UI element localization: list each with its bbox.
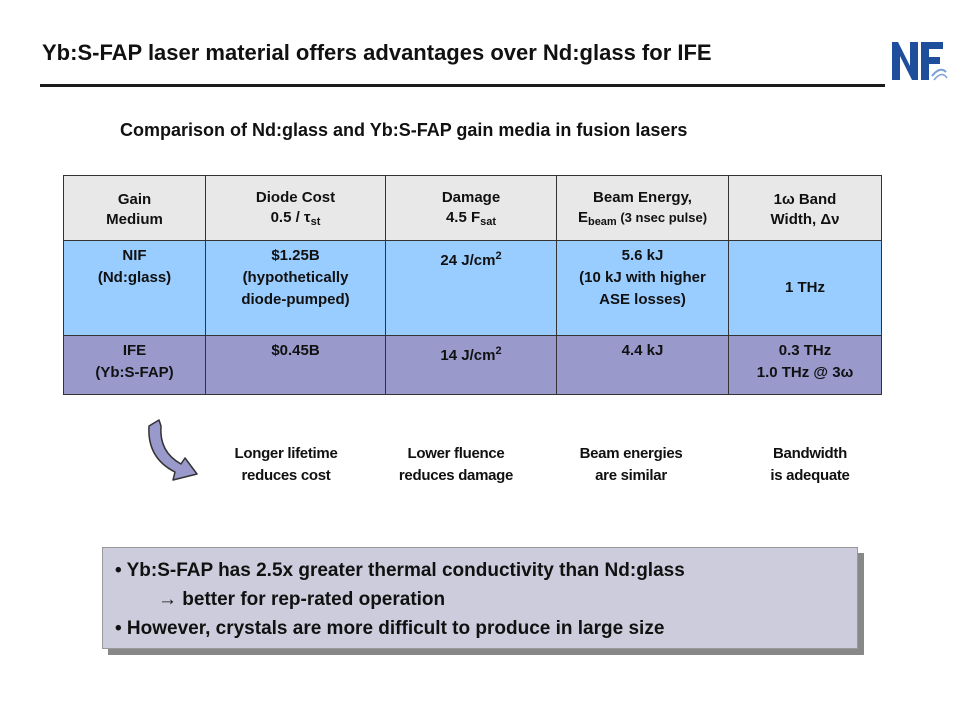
cell-damage: 24 J/cm2 <box>385 240 557 336</box>
header-text: Ebeam (3 nsec pulse) <box>561 208 724 232</box>
superscript: 2 <box>495 345 502 357</box>
cell-bandwidth: 1 THz <box>728 240 882 336</box>
header-text: 0.5 / τst <box>210 208 381 232</box>
cell-text: (Yb:S-FAP) <box>95 364 174 381</box>
cell-text: IFE <box>122 342 147 359</box>
slide-title: Yb:S-FAP laser material offers advantage… <box>42 40 712 65</box>
note-damage: Lower fluence reduces damage <box>380 443 532 487</box>
cell-text: 1 THz <box>784 279 825 296</box>
cell-medium: IFE (Yb:S-FAP) <box>63 335 206 395</box>
superscript: 2 <box>495 250 502 262</box>
note-text: reduces damage <box>398 467 514 484</box>
note-bandwidth: Bandwidth is adequate <box>748 443 872 487</box>
note-text: reduces cost <box>241 467 331 484</box>
subscript: sat <box>480 215 497 228</box>
note-text: Lower fluence <box>407 445 505 462</box>
header-gain-medium: Gain Medium <box>63 175 206 241</box>
cell-text: diode-pumped) <box>241 291 350 308</box>
bullet-item: • Yb:S-FAP has 2.5x greater thermal cond… <box>115 560 685 581</box>
header-damage: Damage 4.5 Fsat <box>385 175 557 241</box>
cell-text: (hypothetically <box>242 269 349 286</box>
cell-text: 5.6 kJ <box>621 247 664 264</box>
header-bandwidth: 1ω Band Width, Δν <box>728 175 882 241</box>
table-row-nif: NIF (Nd:glass) $1.25B (hypothetically di… <box>63 240 882 336</box>
note-text: Bandwidth <box>773 445 847 462</box>
header-text: Diode Cost <box>255 188 336 206</box>
cell-energy: 5.6 kJ (10 kJ with higher ASE losses) <box>556 240 729 336</box>
cell-damage: 14 J/cm2 <box>385 335 557 395</box>
title-rule <box>40 84 885 87</box>
header-text: Medium <box>106 210 163 228</box>
note-cost: Longer lifetime reduces cost <box>218 443 354 487</box>
bullet-subitem: → better for rep-rated operation <box>158 589 446 610</box>
cell-text: 1.0 THz @ 3ω <box>756 364 854 381</box>
header-text: (3 nsec pulse) <box>616 209 708 225</box>
header-text: Width, Δν <box>770 210 840 228</box>
subscript: beam <box>587 215 617 228</box>
cell-text: 0.3 THz <box>778 342 832 359</box>
cell-cost: $1.25B (hypothetically diode-pumped) <box>205 240 386 336</box>
cell-text: 14 J/cm <box>440 347 496 364</box>
header-text: Beam Energy, <box>593 188 692 206</box>
curved-arrow-icon <box>148 419 198 481</box>
header-diode-cost: Diode Cost 0.5 / τst <box>205 175 386 241</box>
subscript: st <box>310 215 321 228</box>
header-beam-energy: Beam Energy, Ebeam (3 nsec pulse) <box>556 175 729 241</box>
cell-text: 4.4 kJ <box>621 342 664 359</box>
cell-cost: $0.45B <box>205 335 386 395</box>
header-text: Damage <box>441 188 501 206</box>
note-energy: Beam energies are similar <box>558 443 704 487</box>
note-text: Beam energies <box>579 445 683 462</box>
header-text: 0.5 / τ <box>270 208 311 226</box>
cell-text: $1.25B <box>271 247 320 264</box>
comparison-table: Gain Medium Diode Cost 0.5 / τst Damage … <box>63 175 882 395</box>
slide-subtitle: Comparison of Nd:glass and Yb:S-FAP gain… <box>120 120 688 140</box>
cell-text: 24 J/cm <box>440 252 496 269</box>
cell-text: NIF <box>122 247 147 264</box>
cell-medium: NIF (Nd:glass) <box>63 240 206 336</box>
cell-text: (10 kJ with higher <box>579 269 706 286</box>
header-text: Gain <box>117 190 152 208</box>
bullet-item: • However, crystals are more difficult t… <box>115 618 665 639</box>
header-text: 1ω Band <box>773 190 837 208</box>
table-row-ife: IFE (Yb:S-FAP) $0.45B 14 J/cm2 4.4 kJ 0.… <box>63 335 882 395</box>
cell-text: (Nd:glass) <box>97 269 172 286</box>
header-text: 4.5 Fsat <box>390 208 552 232</box>
cell-bandwidth: 0.3 THz 1.0 THz @ 3ω <box>728 335 882 395</box>
header-text: E <box>577 208 588 226</box>
note-text: Longer lifetime <box>234 445 338 462</box>
header-text: 4.5 F <box>445 208 481 226</box>
table-header-row: Gain Medium Diode Cost 0.5 / τst Damage … <box>63 175 882 241</box>
cell-text: $0.45B <box>271 342 320 359</box>
cell-text: ASE losses) <box>599 291 686 308</box>
note-text: are similar <box>595 467 667 484</box>
bullet-box: • Yb:S-FAP has 2.5x greater thermal cond… <box>102 547 858 649</box>
cell-energy: 4.4 kJ <box>556 335 729 395</box>
nf-logo-icon <box>892 42 948 81</box>
note-text: is adequate <box>770 467 850 484</box>
